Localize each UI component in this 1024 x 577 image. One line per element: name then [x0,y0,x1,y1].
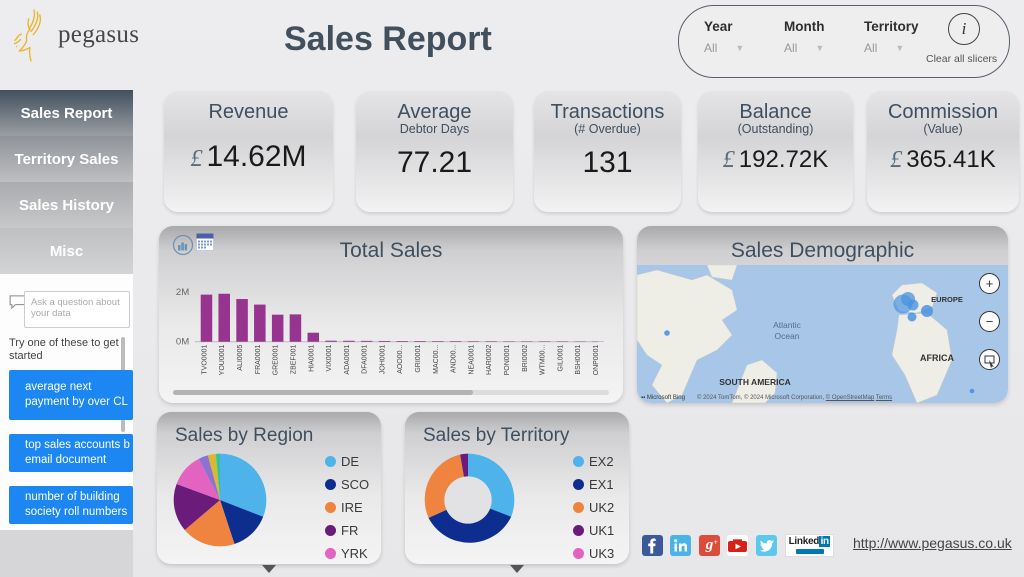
svg-text:GRE0001: GRE0001 [273,345,280,376]
svg-text:AND00...: AND00... [451,345,458,373]
svg-text:SOUTH AMERICA: SOUTH AMERICA [719,377,790,387]
svg-text:DFA0001: DFA0001 [362,345,369,374]
svg-text:GIL0001: GIL0001 [557,345,564,372]
svg-text:Atlantic: Atlantic [773,320,802,330]
svg-text:FRA0001: FRA0001 [255,345,262,375]
svg-text:NEA0001: NEA0001 [468,345,475,375]
svg-text:BRI0002: BRI0002 [522,345,529,372]
svg-text:ADA0001: ADA0001 [344,345,351,375]
svg-text:Ocean: Ocean [774,331,799,341]
svg-text:TVO0001: TVO0001 [201,345,208,375]
svg-text:ONP0001: ONP0001 [593,345,600,376]
svg-text:GRI0001: GRI0001 [415,345,422,373]
svg-text:JOH0001: JOH0001 [379,345,386,375]
svg-text:AFRICA: AFRICA [920,353,954,363]
svg-text:YOU0001: YOU0001 [219,345,226,376]
svg-text:2M: 2M [176,288,189,298]
svg-text:BSH0001: BSH0001 [575,345,582,375]
svg-text:MAC00...: MAC00... [433,345,440,374]
svg-text:HAR0002: HAR0002 [486,345,493,375]
svg-text:ZBEF001: ZBEF001 [290,345,297,375]
svg-text:VIX0001: VIX0001 [326,345,333,372]
svg-text:PON0001: PON0001 [504,345,511,376]
svg-text:AOO00...: AOO00... [397,345,404,374]
svg-text:ALI0005: ALI0005 [237,345,244,371]
svg-text:EUROPE: EUROPE [931,295,963,304]
svg-text:0M: 0M [176,337,189,348]
svg-text:WTM00...: WTM00... [540,345,547,375]
svg-text:HIA0001: HIA0001 [308,345,315,372]
